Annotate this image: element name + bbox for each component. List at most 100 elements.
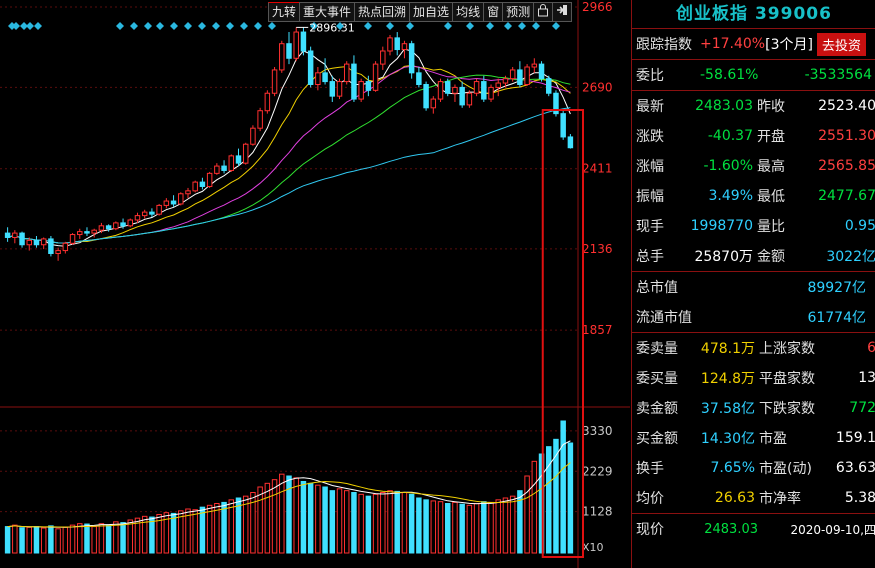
volume-tick-label: 3330	[582, 424, 613, 438]
tracking-row: 跟踪指数 +17.40% [3个月] 去投资	[632, 29, 875, 59]
moving-average-line	[7, 74, 571, 244]
index-title: 创业板指 399006	[676, 4, 832, 24]
event-marker	[364, 22, 372, 30]
candle-body	[271, 69, 278, 94]
volume-bar	[546, 446, 552, 554]
volume-bar	[502, 497, 509, 554]
candle-body	[228, 155, 235, 171]
candle-body	[329, 81, 336, 97]
stat-label: 委卖量	[636, 341, 678, 357]
event-marker	[268, 22, 276, 30]
volume-bar	[214, 503, 220, 554]
price-tick-label: 2136	[582, 242, 613, 256]
stat-label: 量比	[757, 219, 785, 235]
divider	[632, 513, 875, 514]
event-marker	[240, 22, 248, 30]
volume-bar	[365, 495, 372, 554]
go-invest-button[interactable]: 去投资	[816, 32, 866, 56]
candle-body	[242, 143, 249, 164]
exit-icon[interactable]	[552, 2, 573, 22]
event-marker	[34, 22, 42, 30]
candle-body	[214, 165, 220, 174]
current-price-label: 现价	[636, 522, 664, 538]
volume-bar	[358, 493, 364, 554]
event-marker	[518, 22, 526, 30]
divider	[632, 332, 875, 333]
stat-value: 2523.40	[818, 98, 875, 114]
volume-bar	[423, 499, 429, 554]
stat-label: 总手	[636, 249, 664, 265]
event-marker	[254, 22, 262, 30]
stat-label: 平盘家数	[759, 371, 815, 387]
window-button[interactable]: 窗	[483, 2, 504, 22]
major-events-button[interactable]: 重大事件	[299, 2, 356, 22]
volume-bar	[105, 524, 112, 554]
volume-bar	[488, 501, 494, 554]
add-watchlist-button[interactable]: 加自选	[409, 2, 454, 22]
candle-body	[408, 43, 415, 74]
stat-row: 现手 1998770 量比 0.95	[632, 211, 875, 241]
volume-bar	[408, 493, 415, 554]
event-marker	[20, 22, 28, 30]
event-marker	[130, 22, 138, 30]
stat-value: 2477.67	[818, 188, 875, 204]
jiuzhuan-button[interactable]: 九转	[268, 2, 301, 22]
candlestick-chart[interactable]: 2966 2690 2411 2136 1857 3330 2229 1128 X10 2896.…	[0, 0, 630, 568]
event-marker	[406, 22, 414, 30]
volume-bar	[141, 515, 148, 554]
candle-body	[502, 78, 509, 84]
candle-body	[553, 92, 559, 115]
candle-body	[235, 155, 242, 164]
stat-value: 26.63	[714, 490, 755, 506]
volume-bar	[12, 524, 18, 554]
lock-icon[interactable]	[533, 2, 554, 22]
moving-average-button[interactable]: 均线	[452, 2, 485, 22]
event-marker	[170, 22, 178, 30]
volume-bar	[560, 420, 566, 554]
event-marker	[12, 22, 20, 30]
event-marker	[310, 22, 318, 30]
stat-row: 换手 7.65% 市盈(动) 63.63	[632, 453, 875, 483]
stat-label: 现手	[636, 219, 664, 235]
volume-bar	[430, 500, 437, 554]
event-marker	[386, 22, 394, 30]
stat-value: 6	[867, 340, 875, 356]
candle-body	[524, 66, 530, 85]
event-marker	[116, 22, 124, 30]
volume-bar	[69, 524, 76, 554]
volume-bar	[199, 506, 206, 554]
volume-bar	[437, 501, 444, 554]
candle-body	[170, 200, 177, 205]
volume-bar	[307, 482, 314, 554]
hotspot-review-button[interactable]: 热点回溯	[354, 2, 411, 22]
candle-body	[12, 232, 18, 238]
forecast-button[interactable]: 预测	[502, 2, 535, 22]
volume-bar	[401, 492, 408, 554]
candle-body	[141, 211, 148, 217]
volume-bar	[279, 473, 285, 554]
volume-bar	[98, 523, 105, 554]
divider	[632, 90, 875, 91]
volume-bar	[459, 503, 465, 554]
order-stats: 委卖量 478.1万 上涨家数 6 委买量 124.8万 平盘家数 13 卖金额 37.58亿 下跌…	[632, 333, 875, 513]
volume-bar	[235, 497, 242, 554]
stat-row: 总手 25870万 金额 3022亿	[632, 241, 875, 271]
event-marker	[144, 22, 152, 30]
chart-toolbar: 九转 重大事件 热点回溯 加自选 均线 窗 预测	[268, 2, 573, 22]
volume-bar	[62, 526, 69, 554]
event-marker	[26, 22, 34, 30]
stat-value: 7.65%	[710, 460, 755, 476]
candle-body	[351, 63, 357, 100]
price-tick-label: 2690	[582, 80, 613, 94]
candle-body	[77, 231, 83, 236]
stat-value: 478.1万	[700, 341, 755, 357]
stat-value: -1.60%	[703, 158, 753, 174]
event-marker	[486, 22, 494, 30]
volume-bar	[120, 522, 126, 554]
volume-bar	[387, 490, 393, 554]
candle-body	[40, 238, 47, 246]
volume-bar	[134, 517, 141, 554]
divider	[632, 59, 875, 60]
candle-body	[307, 50, 314, 85]
divider	[632, 28, 875, 29]
